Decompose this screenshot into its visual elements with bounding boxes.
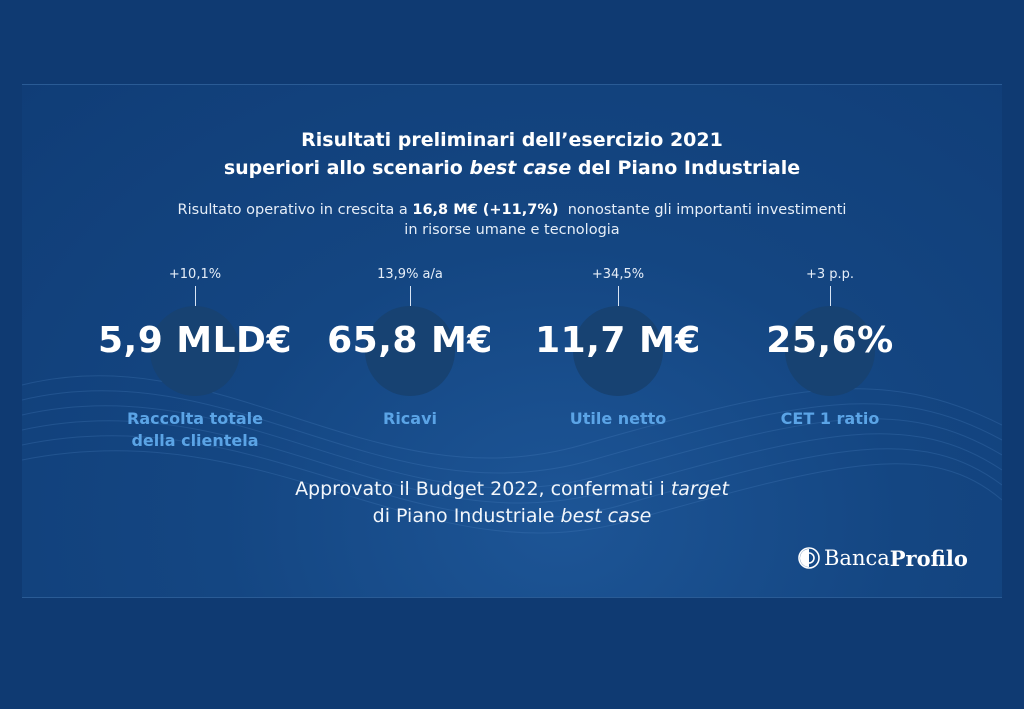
kpi-label: Utile netto bbox=[498, 408, 738, 430]
kpi-delta: +10,1% bbox=[168, 267, 222, 282]
headline-line1: Risultati preliminari dell’esercizio 202… bbox=[301, 129, 723, 151]
subheadline-start: Risultato operativo in crescita a bbox=[177, 202, 413, 218]
kpi-circle bbox=[150, 306, 240, 396]
budget-statement: Approvato il Budget 2022, confermati i t… bbox=[0, 476, 1024, 530]
kpi-utile-netto: +34,5% 11,7 M€ Utile netto bbox=[498, 266, 738, 430]
kpi-connector bbox=[194, 286, 196, 306]
bank-emblem-icon bbox=[798, 547, 820, 569]
kpi-label-line1: Ricavi bbox=[383, 409, 437, 428]
kpi-value-wrap: 65,8 M€ bbox=[290, 306, 530, 396]
kpi-connector bbox=[617, 286, 619, 306]
subheadline: Risultato operativo in crescita a 16,8 M… bbox=[0, 200, 1024, 240]
kpi-label: Raccolta totale della clientela bbox=[75, 408, 315, 452]
logo-text-profilo: Profilo bbox=[889, 545, 968, 571]
kpi-ricavi: 13,9% a/a 65,8 M€ Ricavi bbox=[290, 266, 530, 430]
kpi-value: 11,7 M€ bbox=[535, 320, 701, 361]
kpi-circle bbox=[785, 306, 875, 396]
kpi-label: CET 1 ratio bbox=[710, 408, 950, 430]
headline-line2-start: superiori allo scenario bbox=[223, 157, 470, 179]
kpi-connector bbox=[409, 286, 411, 306]
kpi-label: Ricavi bbox=[290, 408, 530, 430]
kpi-value-wrap: 25,6% bbox=[710, 306, 950, 396]
budget-line1-emphasis: target bbox=[670, 478, 729, 500]
headline-line2-end: del Piano Industriale bbox=[571, 157, 801, 179]
subheadline-highlight: 16,8 M€ (+11,7%) bbox=[412, 202, 559, 218]
kpi-value-wrap: 11,7 M€ bbox=[498, 306, 738, 396]
kpi-label-line1: CET 1 ratio bbox=[780, 409, 880, 428]
kpi-raccolta: +10,1% 5,9 MLD€ Raccolta totale della cl… bbox=[75, 266, 315, 452]
budget-line1-start: Approvato il Budget 2022, confermati i bbox=[295, 478, 671, 500]
headline: Risultati preliminari dell’esercizio 202… bbox=[0, 126, 1024, 182]
subheadline-line2: in risorse umane e tecnologia bbox=[404, 222, 620, 238]
kpi-delta: +34,5% bbox=[591, 267, 645, 282]
headline-line2-emphasis: best case bbox=[469, 157, 572, 179]
kpi-value-wrap: 5,9 MLD€ bbox=[75, 306, 315, 396]
kpi-label-line1: Raccolta totale bbox=[127, 409, 263, 428]
kpi-label-line2: della clientela bbox=[131, 431, 259, 450]
kpi-value: 25,6% bbox=[766, 320, 894, 361]
kpi-delta: 13,9% a/a bbox=[377, 267, 443, 282]
banca-profilo-logo: Banca Profilo bbox=[798, 544, 968, 572]
kpi-circle bbox=[573, 306, 663, 396]
kpi-value: 65,8 M€ bbox=[327, 320, 493, 361]
budget-line2-start: di Piano Industriale bbox=[372, 505, 561, 527]
kpi-connector bbox=[829, 286, 831, 306]
kpi-circle bbox=[365, 306, 455, 396]
kpi-delta: +3 p.p. bbox=[805, 267, 855, 282]
logo-text-banca: Banca bbox=[824, 546, 890, 570]
budget-line2-emphasis: best case bbox=[560, 505, 652, 527]
kpi-cet1-ratio: +3 p.p. 25,6% CET 1 ratio bbox=[710, 266, 950, 430]
kpi-value: 5,9 MLD€ bbox=[97, 320, 292, 361]
subheadline-end: nonostante gli importanti investimenti bbox=[558, 202, 847, 218]
kpi-label-line1: Utile netto bbox=[569, 409, 667, 428]
